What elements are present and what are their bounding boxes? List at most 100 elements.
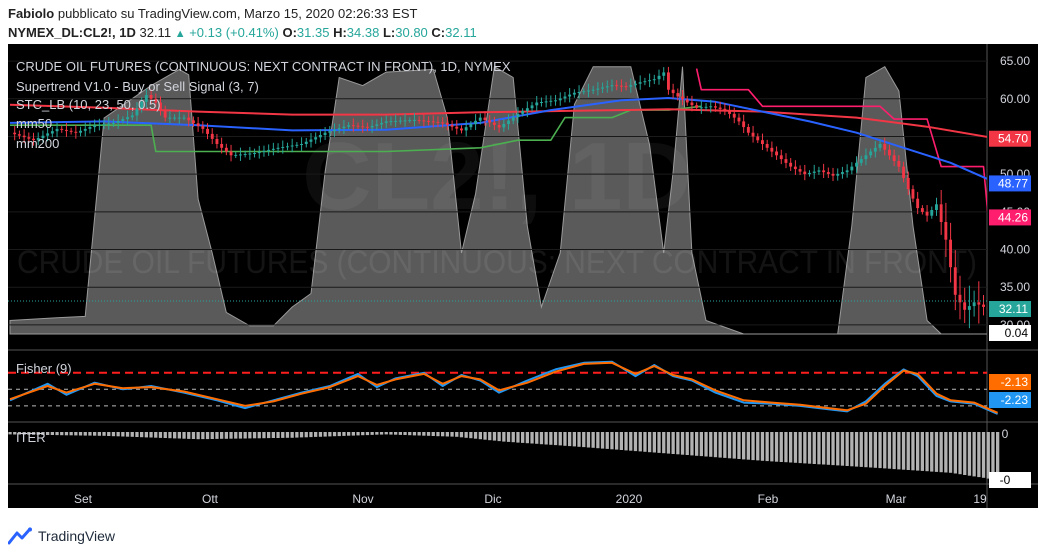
candle-body bbox=[262, 150, 266, 152]
candle-body bbox=[36, 138, 40, 141]
fisher-badge bbox=[989, 374, 1031, 390]
candle-body bbox=[920, 208, 924, 212]
candle-body bbox=[582, 91, 586, 93]
iter-bar bbox=[666, 432, 671, 454]
candle-body bbox=[474, 120, 477, 124]
candle-body bbox=[982, 304, 985, 307]
candle-body bbox=[427, 120, 430, 122]
iter-bar bbox=[530, 432, 534, 444]
iter-bar bbox=[596, 432, 600, 449]
main-legend: CRUDE OIL FUTURES (CONTINUOUS: NEXT CONT… bbox=[16, 59, 511, 151]
candle-body bbox=[737, 117, 741, 122]
iter-bar bbox=[144, 432, 148, 438]
candle-body bbox=[436, 121, 440, 123]
iter-bar bbox=[953, 432, 957, 474]
iter-bar bbox=[173, 432, 177, 439]
open-label: O: bbox=[282, 25, 297, 40]
iter-bar bbox=[859, 432, 863, 467]
iter-bar bbox=[770, 432, 774, 462]
low-value: 30.80 bbox=[395, 25, 428, 40]
candle-body bbox=[704, 106, 708, 108]
candle-body bbox=[27, 137, 31, 139]
candle-body bbox=[897, 161, 901, 167]
iter-bar bbox=[158, 432, 163, 438]
candle-body bbox=[13, 132, 17, 135]
iter-bar bbox=[304, 432, 308, 438]
candle-body bbox=[417, 119, 421, 121]
iter-bar bbox=[125, 432, 130, 437]
iter-bar bbox=[46, 432, 50, 435]
candle-body bbox=[746, 127, 750, 133]
candle-body bbox=[112, 122, 115, 124]
candle-body bbox=[149, 95, 153, 99]
iter-bar bbox=[803, 432, 807, 464]
iter-bar bbox=[948, 432, 953, 473]
iter-bar bbox=[492, 432, 497, 441]
candle-body bbox=[761, 140, 764, 144]
candle-body bbox=[333, 129, 336, 132]
iter-bar bbox=[883, 432, 887, 469]
iter-bar bbox=[488, 432, 492, 441]
tradingview-footer[interactable]: TradingView bbox=[8, 526, 115, 546]
iter-bar bbox=[365, 432, 370, 436]
iter-bar bbox=[521, 432, 525, 443]
candle-body bbox=[638, 82, 642, 84]
candle-body bbox=[154, 98, 158, 103]
candle-body bbox=[83, 128, 87, 131]
candle-body bbox=[375, 124, 379, 126]
candle-body bbox=[671, 89, 675, 94]
time-axis-label: 2020 bbox=[616, 492, 643, 506]
candle-body bbox=[116, 121, 120, 123]
iter-bar bbox=[690, 432, 694, 456]
time-axis-labels: Set Ott Nov Dic 2020 Feb Mar 19 bbox=[74, 492, 987, 506]
fisher-line bbox=[9, 360, 998, 415]
candle-body bbox=[859, 159, 863, 163]
iter-bar bbox=[403, 432, 407, 435]
candle-body bbox=[159, 102, 162, 110]
price-badge-label: 32.11 bbox=[999, 302, 1028, 316]
time-axis-label: Dic bbox=[484, 492, 501, 506]
iter-bar bbox=[854, 432, 859, 467]
candle-body bbox=[460, 128, 463, 131]
candle-body bbox=[502, 124, 506, 128]
candle-body bbox=[963, 302, 967, 310]
candle-body bbox=[902, 166, 905, 178]
candle-body bbox=[756, 136, 760, 141]
legend-mm50: mm50 bbox=[16, 116, 52, 131]
iter-bar bbox=[746, 432, 750, 460]
iter-bar bbox=[497, 432, 501, 442]
candle-body bbox=[944, 222, 948, 240]
candle-body bbox=[215, 139, 219, 144]
iter-bar bbox=[17, 432, 22, 435]
legend-stc: STC_LB (10, 23, 50, 0.5) bbox=[16, 97, 161, 112]
iter-bar bbox=[422, 432, 426, 436]
candle-body bbox=[210, 133, 214, 139]
iter-bar bbox=[845, 432, 849, 466]
iter-bar bbox=[916, 432, 920, 471]
iter-bar bbox=[756, 432, 760, 461]
iter-bar bbox=[450, 432, 454, 437]
candle-body bbox=[121, 119, 125, 121]
candle-body bbox=[384, 121, 388, 123]
candle-body bbox=[309, 139, 313, 142]
iter-bar bbox=[502, 432, 506, 442]
candle-body bbox=[389, 121, 393, 123]
iter-bar bbox=[328, 432, 332, 437]
iter-tick-label: -0 bbox=[1000, 473, 1011, 487]
price-badge-label: 44.26 bbox=[998, 210, 1028, 224]
candle-body bbox=[469, 124, 473, 128]
trading-chart[interactable]: CL2!, 1D CRUDE OIL FUTURES (CONTINUOUS: … bbox=[0, 44, 1046, 518]
iter-bar bbox=[361, 432, 365, 436]
iter-bar bbox=[436, 432, 440, 437]
candle-body bbox=[323, 132, 327, 135]
iter-bar bbox=[657, 432, 661, 453]
iter-bar bbox=[789, 432, 793, 463]
legend-iter: ITER bbox=[16, 430, 46, 445]
candle-body bbox=[892, 155, 896, 161]
price-badge bbox=[989, 325, 1031, 341]
candle-body bbox=[32, 138, 35, 141]
fisher-axis-badges: -2.13 -2.23 bbox=[989, 374, 1031, 408]
iter-bar bbox=[342, 432, 346, 436]
iter-bar bbox=[375, 432, 379, 435]
fisher-badge-label: -2.13 bbox=[1001, 375, 1029, 389]
